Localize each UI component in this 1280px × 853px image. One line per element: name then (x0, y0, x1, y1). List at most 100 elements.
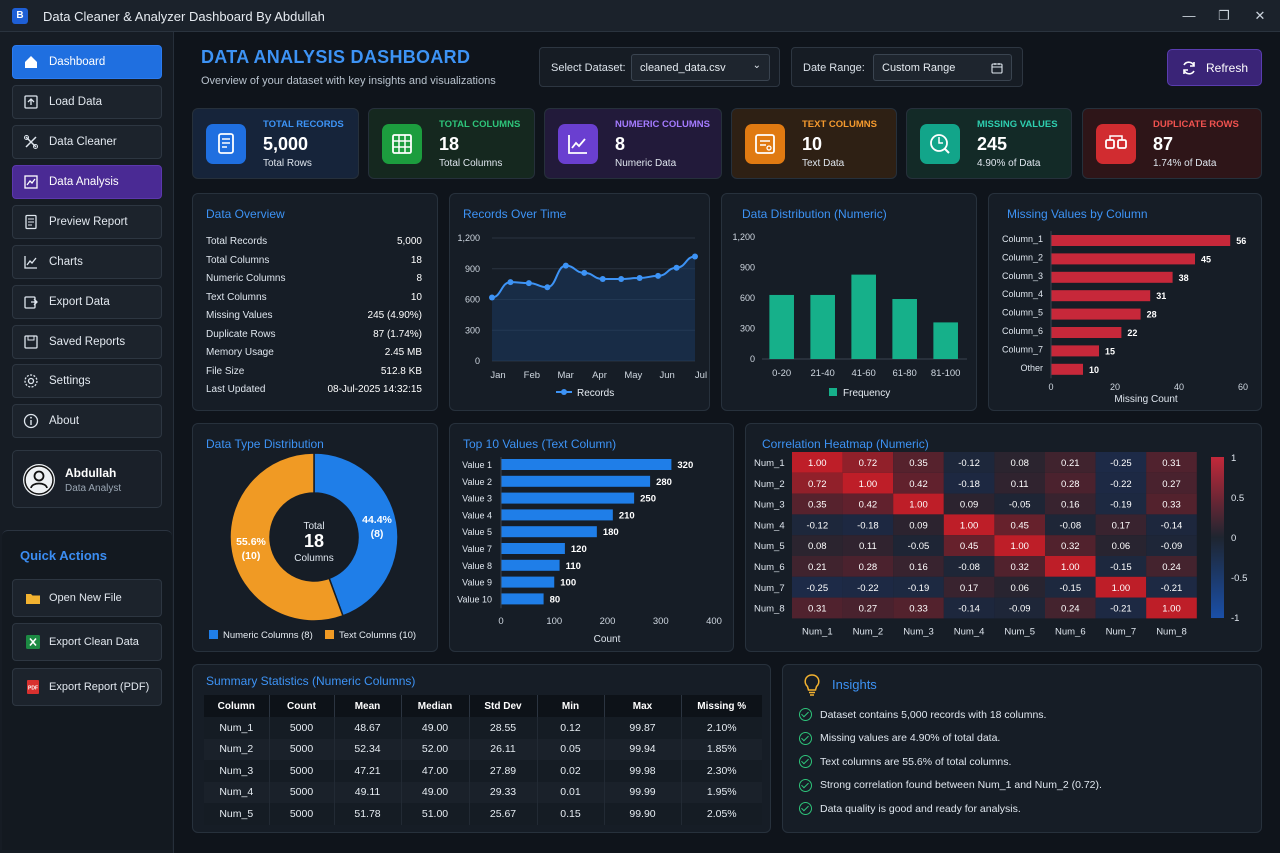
table-row: Num_2 5000 52.34 52.00 26.11 0.05 99.94 1.85% (204, 738, 762, 760)
heatmap-cell (893, 597, 944, 619)
summary-header-cell[interactable]: Mean (334, 695, 402, 717)
summary-header-cell[interactable]: Min (537, 695, 605, 717)
check-circle-icon (799, 731, 812, 745)
y-tick-label: 1,200 (732, 232, 755, 242)
summary-header-cell[interactable]: Count (269, 695, 335, 717)
line-point (618, 276, 625, 282)
summary-cell: 0.12 (537, 717, 605, 739)
sidebar-item-saved-reports[interactable]: Saved Reports (12, 325, 162, 359)
col-label: Num_5 (1004, 626, 1035, 637)
numeric-columns-icon (558, 124, 598, 164)
slice-count: (10) (242, 550, 261, 562)
sidebar-item-data-analysis[interactable]: Data Analysis (12, 165, 162, 199)
cell-value: -0.25 (806, 583, 828, 594)
y-tick-label: 0 (475, 356, 480, 366)
stat-card-numeric-columns: NUMERIC COLUMNS 8 Numeric Data (544, 108, 722, 179)
line-point (692, 253, 698, 260)
heatmap-cell (1146, 556, 1197, 577)
table-row: Num_3 5000 47.21 47.00 27.89 0.02 99.98 2.30% (204, 760, 762, 782)
summary-header-cell[interactable]: Column (204, 695, 270, 717)
sidebar-item-data-cleaner[interactable]: Data Cleaner (12, 125, 162, 159)
quick-action-export-clean-data[interactable]: Export Clean Data (12, 623, 162, 661)
date-range-select[interactable]: Custom Range (873, 54, 1012, 81)
cell-value: -0.19 (1110, 500, 1132, 511)
sidebar-item-about[interactable]: About (12, 404, 162, 438)
date-range-value: Custom Range (882, 62, 956, 74)
refresh-button[interactable]: Refresh (1167, 49, 1262, 86)
records-line-chart: 0 300 600 900 1,200 Jan Feb Mar Apr May Jun Jul Reco… (457, 233, 707, 399)
heatmap-cell (842, 493, 894, 515)
cell-value: -0.12 (806, 520, 828, 531)
quick-actions-title: Quick Actions (20, 548, 107, 563)
cell-value: 0.21 (808, 562, 827, 573)
cell-value: 0.27 (1162, 479, 1181, 490)
quick-action-icon: PDF (25, 679, 41, 695)
minimize-icon[interactable]: — (1182, 8, 1196, 23)
sidebar-item-load-data[interactable]: Load Data (12, 85, 162, 119)
bar (1051, 308, 1141, 320)
refresh-icon (1183, 60, 1195, 75)
gear-icon (24, 374, 38, 388)
cell-value: -0.21 (1110, 604, 1132, 615)
overview-row: Text Columns 10 (206, 292, 422, 310)
heatmap-cell (1146, 472, 1197, 494)
y-tick-label: Column_1 (1002, 234, 1043, 244)
folder-icon (26, 594, 40, 604)
title-bar: B Data Cleaner & Analyzer Dashboard By A… (0, 0, 1280, 32)
summary-header-cell[interactable]: Std Dev (469, 695, 538, 717)
summary-header-cell[interactable]: Missing % (697, 700, 747, 712)
sidebar-item-icon (23, 373, 39, 389)
cell-value: -0.09 (1161, 541, 1183, 552)
heatmap-cell (1146, 535, 1197, 556)
insight-item: Strong correlation found between Num_1 a… (799, 778, 1102, 792)
summary-header-cell[interactable]: Median (401, 695, 470, 717)
maximize-icon[interactable]: ❐ (1218, 8, 1230, 23)
sidebar-item-charts[interactable]: Charts (12, 245, 162, 279)
cell-value: 1.00 (808, 458, 827, 469)
summary-cell: 52.00 (401, 738, 470, 760)
cell-value: -0.05 (908, 541, 930, 552)
cell-value: 1.00 (909, 500, 928, 511)
cell-value: 0.45 (1010, 520, 1028, 531)
sidebar-item-export-data[interactable]: Export Data (12, 285, 162, 319)
bar (501, 526, 597, 538)
summary-header-cell[interactable]: Max (604, 695, 682, 717)
overview-row: Total Columns 18 (206, 255, 422, 273)
chart-icon (24, 256, 37, 269)
y-tick-label: 900 (465, 264, 480, 274)
overview-key: Last Updated (206, 384, 266, 395)
stat-value: 8 (615, 134, 626, 154)
close-icon[interactable]: ✕ (1254, 8, 1266, 23)
sidebar-item-icon (23, 174, 39, 190)
user-card[interactable]: Abdullah Data Analyst (12, 450, 162, 508)
summary-table: Column Count Mean Median Std Dev Min Max Missin… (204, 695, 762, 825)
bar-value: 31 (1156, 291, 1166, 301)
cell-value: 0.24 (1061, 604, 1080, 615)
summary-cell: 47.21 (334, 760, 402, 782)
dataset-select[interactable]: cleaned_data.csv ⌄ (631, 54, 770, 81)
sidebar-item-preview-report[interactable]: Preview Report (12, 205, 162, 239)
y-tick-label: Column_3 (1002, 271, 1043, 281)
sidebar-item-icon (23, 214, 39, 230)
quick-action-export-report-pdf[interactable]: PDF Export Report (PDF) (12, 668, 162, 706)
stat-card-duplicate-rows: DUPLICATE ROWS 87 1.74% of Data (1082, 108, 1262, 179)
sidebar-item-label: Data Analysis (49, 176, 119, 188)
bar-value: 80 (550, 594, 561, 605)
sidebar-item-settings[interactable]: Settings (12, 364, 162, 398)
line-area (492, 256, 695, 361)
stat-value: 87 (1153, 134, 1174, 154)
top-values-bar-chart: Value 1 320 Value 2 280 Value 3 250 Value 4 210… (457, 457, 722, 645)
heatmap-cell (943, 576, 995, 598)
insights-panel: Insights Dataset contains 5,000 records … (782, 664, 1262, 833)
summary-cell: 2.10% (706, 721, 737, 734)
data-overview-title: Data Overview (206, 207, 285, 221)
correlation-panel: Correlation Heatmap (Numeric) Num_1 1.00 0… (745, 423, 1262, 652)
quick-action-open-new-file[interactable]: Open New File (12, 579, 162, 617)
overview-value: 5,000 (396, 236, 422, 247)
line-point (636, 274, 643, 281)
missing-values-icon (920, 124, 960, 164)
bar-value: 320 (677, 460, 693, 471)
sidebar-item-dashboard[interactable]: Dashboard (12, 45, 162, 79)
row-label: Num_6 (754, 562, 785, 573)
table-row: Num_4 5000 49.11 49.00 29.33 0.01 99.99 1.95% (204, 781, 762, 803)
